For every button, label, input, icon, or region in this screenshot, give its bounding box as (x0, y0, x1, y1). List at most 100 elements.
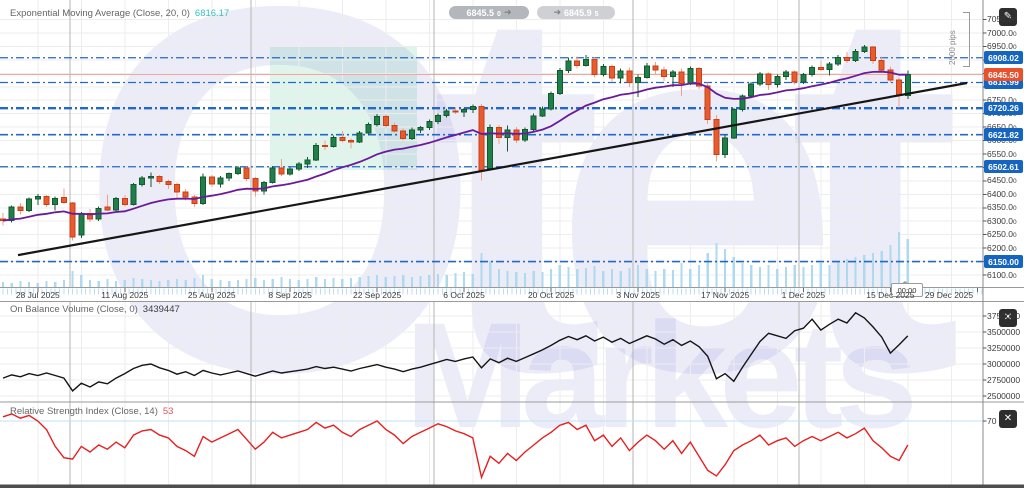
candle (208, 174, 215, 187)
candle (278, 158, 285, 177)
candle (121, 194, 128, 207)
obv-indicator-name: On Balance Volume (Close, 0) (10, 304, 138, 315)
edit-annotation-button[interactable]: ✎ (999, 8, 1017, 26)
candle (765, 72, 772, 91)
candle (330, 135, 337, 148)
candle (843, 51, 850, 64)
candle (174, 182, 180, 198)
candle (487, 124, 494, 171)
candle (408, 127, 415, 141)
candle (609, 64, 615, 82)
candle (443, 108, 450, 118)
obv-indicator-label[interactable]: On Balance Volume (Close, 0) 3439447 (10, 304, 180, 315)
candle (730, 107, 737, 140)
candle (400, 128, 407, 141)
candle (617, 68, 624, 84)
candle (243, 166, 250, 181)
ema-line (2, 70, 908, 222)
trend-line (17, 81, 968, 257)
candle (774, 74, 781, 88)
candle (687, 66, 694, 86)
candle (626, 67, 633, 87)
sell-price: 6845.5 (466, 7, 495, 18)
candle (365, 122, 372, 135)
candle (635, 74, 642, 97)
candle (139, 176, 146, 187)
candle (348, 138, 354, 149)
candle (287, 166, 294, 176)
rsi-indicator-label[interactable]: Relative Strength Index (Close, 14) 53 (10, 406, 173, 417)
candle (356, 130, 363, 144)
candle (643, 63, 650, 79)
candle (582, 55, 589, 67)
candle (896, 77, 903, 108)
candle (809, 65, 816, 77)
candle (234, 165, 241, 175)
candle (304, 157, 311, 168)
obv-indicator-value: 3439447 (142, 304, 180, 315)
candle (478, 103, 485, 181)
candle (678, 68, 685, 97)
candle (269, 166, 276, 184)
candle (165, 179, 172, 189)
candle (78, 211, 85, 238)
candle (530, 113, 537, 131)
ema-indicator-name: Exponential Moving Average (Close, 20, 0… (10, 8, 190, 19)
candle (574, 56, 581, 69)
candle (252, 177, 259, 197)
candle (669, 70, 676, 87)
buy-price-button[interactable]: ➜ 6845.9 5 (537, 6, 615, 19)
candle (321, 140, 328, 150)
buy-price: 6845.9 (564, 7, 592, 18)
candle (217, 176, 224, 188)
candle (548, 91, 555, 111)
candle (391, 122, 398, 134)
candle (130, 183, 137, 206)
candle (313, 143, 320, 161)
date-row (0, 288, 983, 301)
sell-price-button[interactable]: 6845.5 0 ➜ (449, 6, 529, 19)
close-icon: ✕ (1003, 312, 1013, 323)
buy-price-pip: 5 (594, 10, 599, 18)
candle (469, 104, 476, 114)
sell-price-pip: 0 (497, 10, 501, 18)
candle (696, 66, 702, 89)
candle (756, 71, 763, 87)
candle (826, 62, 833, 76)
candle (713, 115, 720, 162)
candle (295, 162, 302, 172)
ema-indicator-label[interactable]: Exponential Moving Average (Close, 20, 0… (10, 8, 229, 19)
candle (43, 194, 50, 208)
candle (556, 67, 563, 95)
candle (739, 94, 746, 112)
candle (156, 174, 163, 185)
buy-arrow-icon: ➜ (553, 7, 562, 17)
candle (34, 193, 41, 206)
candle (113, 197, 120, 212)
sell-arrow-icon: ➜ (503, 7, 512, 17)
candle (513, 127, 520, 144)
candle (522, 127, 528, 142)
candle (504, 125, 511, 152)
candles (0, 45, 911, 241)
volume-bars (1, 232, 909, 287)
rsi-close-button[interactable]: ✕ (999, 410, 1017, 428)
candle (461, 107, 468, 117)
candle (339, 131, 346, 143)
candle (452, 107, 459, 115)
candle (104, 194, 111, 212)
candle (783, 70, 789, 81)
candle (426, 119, 433, 130)
candle (417, 125, 424, 134)
candle (17, 202, 24, 215)
ema-indicator-value: 6816.17 (194, 8, 230, 19)
candle (382, 114, 389, 128)
candle (374, 114, 381, 127)
candle (870, 45, 876, 64)
candle (200, 173, 207, 206)
candle (591, 57, 598, 78)
candle (817, 60, 824, 72)
obv-close-button[interactable]: ✕ (999, 309, 1017, 327)
pencil-icon: ✎ (1003, 11, 1013, 22)
